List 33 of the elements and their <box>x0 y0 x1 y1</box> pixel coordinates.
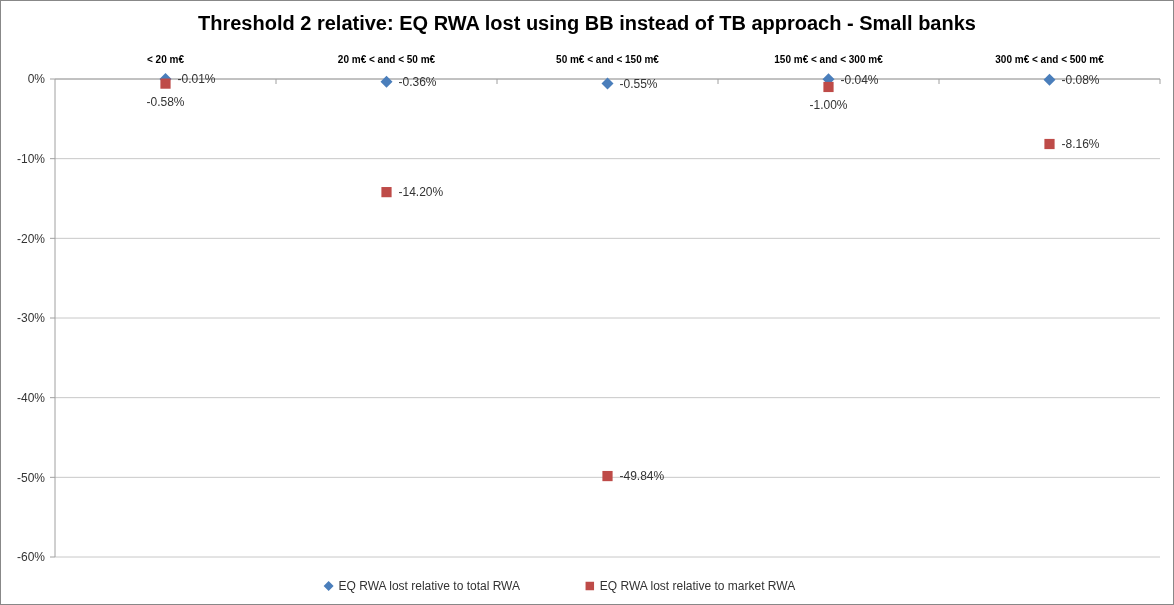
y-tick-label: -30% <box>16 311 46 326</box>
point <box>602 470 613 482</box>
data-label: -0.08% <box>1061 72 1100 87</box>
legend-label: EQ RWA lost relative to total RWA <box>338 579 521 594</box>
legend-label: EQ RWA lost relative to market RWA <box>599 579 796 594</box>
point <box>1044 138 1055 150</box>
x-tick-label: 300 m€ < and < 500 m€ <box>995 54 1105 65</box>
chart-title: Threshold 2 relative: EQ RWA lost using BB instead of TB approach - Small banks <box>198 12 976 34</box>
data-label: -49.84% <box>619 469 665 484</box>
data-label: -1.00% <box>809 97 848 112</box>
data-label: -0.36% <box>398 75 437 90</box>
y-tick-label: -50% <box>16 470 46 485</box>
data-label: -0.58% <box>146 94 185 109</box>
data-label: -8.16% <box>1061 137 1100 152</box>
x-tick-label: 20 m€ < and < 50 m€ <box>337 54 436 65</box>
x-tick-label: 150 m€ < and < 300 m€ <box>774 54 884 65</box>
point <box>160 78 171 89</box>
x-tick-label: 50 m€ < and < 150 m€ <box>556 54 660 65</box>
data-label: -0.01% <box>177 72 216 87</box>
point <box>380 75 393 88</box>
point <box>823 81 834 93</box>
data-label: -0.04% <box>840 72 879 87</box>
point <box>1043 73 1056 86</box>
y-tick-label: -20% <box>16 231 46 246</box>
data-label: -0.55% <box>619 76 658 91</box>
x-tick-label: < 20 m€ <box>147 54 185 65</box>
y-tick-label: -10% <box>16 151 46 166</box>
data-label: -14.20% <box>398 185 444 200</box>
y-tick-label: -40% <box>16 390 46 405</box>
point <box>381 187 392 198</box>
point <box>601 77 614 90</box>
y-tick-label: -60% <box>16 550 46 565</box>
y-tick-label: 0% <box>27 72 46 87</box>
